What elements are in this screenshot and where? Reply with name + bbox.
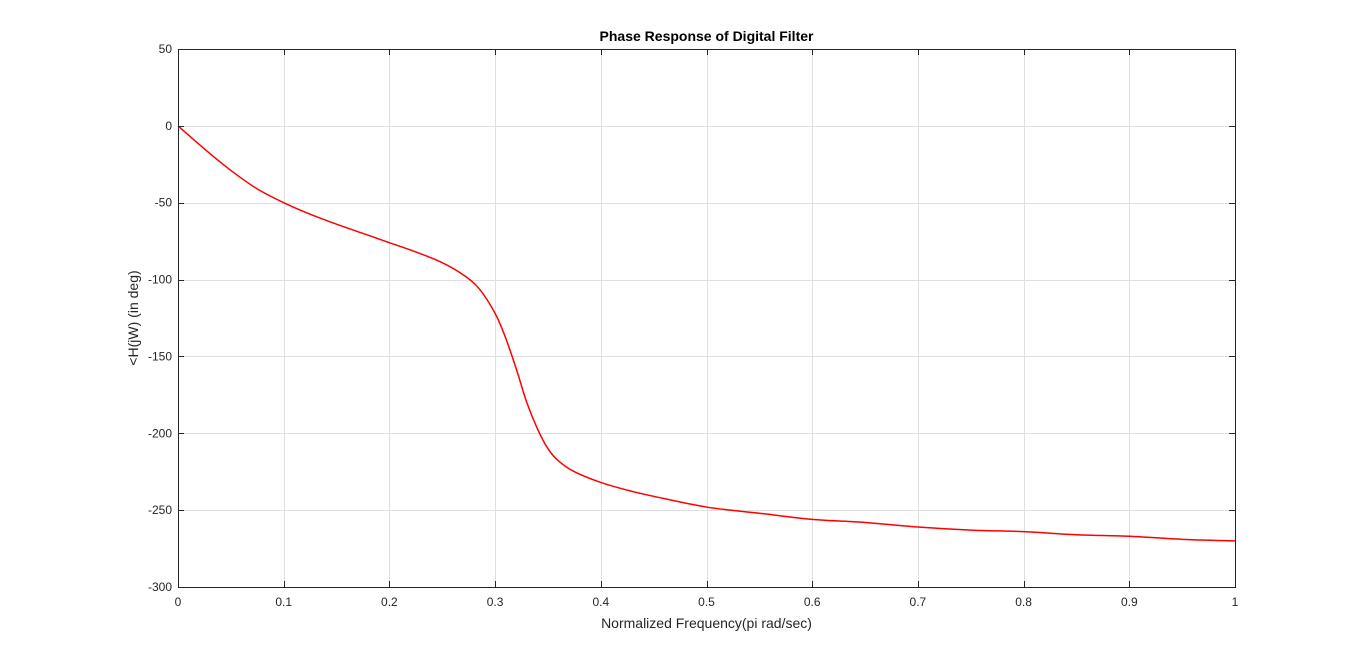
phase-series-line xyxy=(177,125,1236,542)
x-tick-label: 0 xyxy=(175,595,182,609)
x-tick-labels: 0 0.1 0.2 0.3 0.4 0.5 0.6 0.7 0.8 0.9 1 xyxy=(175,595,1239,609)
y-tick-label: -100 xyxy=(148,273,172,287)
y-tick-label: 0 xyxy=(165,119,172,133)
x-tick-label: 0.6 xyxy=(804,595,821,609)
plot-area xyxy=(178,49,1235,587)
y-axis-label: <H(jW) (in deg) xyxy=(125,270,141,365)
x-tick-label: 0.3 xyxy=(487,595,504,609)
y-tick-label: -300 xyxy=(148,580,172,594)
x-tick-label: 1 xyxy=(1232,595,1239,609)
y-tick-label: -150 xyxy=(148,349,172,363)
x-tick-label: 0.8 xyxy=(1015,595,1032,609)
chart-title: Phase Response of Digital Filter xyxy=(600,28,814,44)
tick-marks xyxy=(178,49,1236,588)
y-tick-label: -200 xyxy=(148,426,172,440)
y-tick-label: -50 xyxy=(155,196,173,210)
y-tick-labels: 50 0 -50 -100 -150 -200 -250 -300 xyxy=(148,42,172,594)
x-tick-label: 0.5 xyxy=(698,595,715,609)
x-tick-label: 0.9 xyxy=(1121,595,1138,609)
x-tick-label: 0.1 xyxy=(275,595,292,609)
x-tick-label: 0.4 xyxy=(592,595,609,609)
x-tick-label: 0.7 xyxy=(910,595,927,609)
series-group xyxy=(177,125,1236,542)
y-tick-label: 50 xyxy=(159,42,173,56)
x-axis-label: Normalized Frequency(pi rad/sec) xyxy=(601,615,812,631)
y-tick-label: -250 xyxy=(148,503,172,517)
x-tick-label: 0.2 xyxy=(381,595,398,609)
